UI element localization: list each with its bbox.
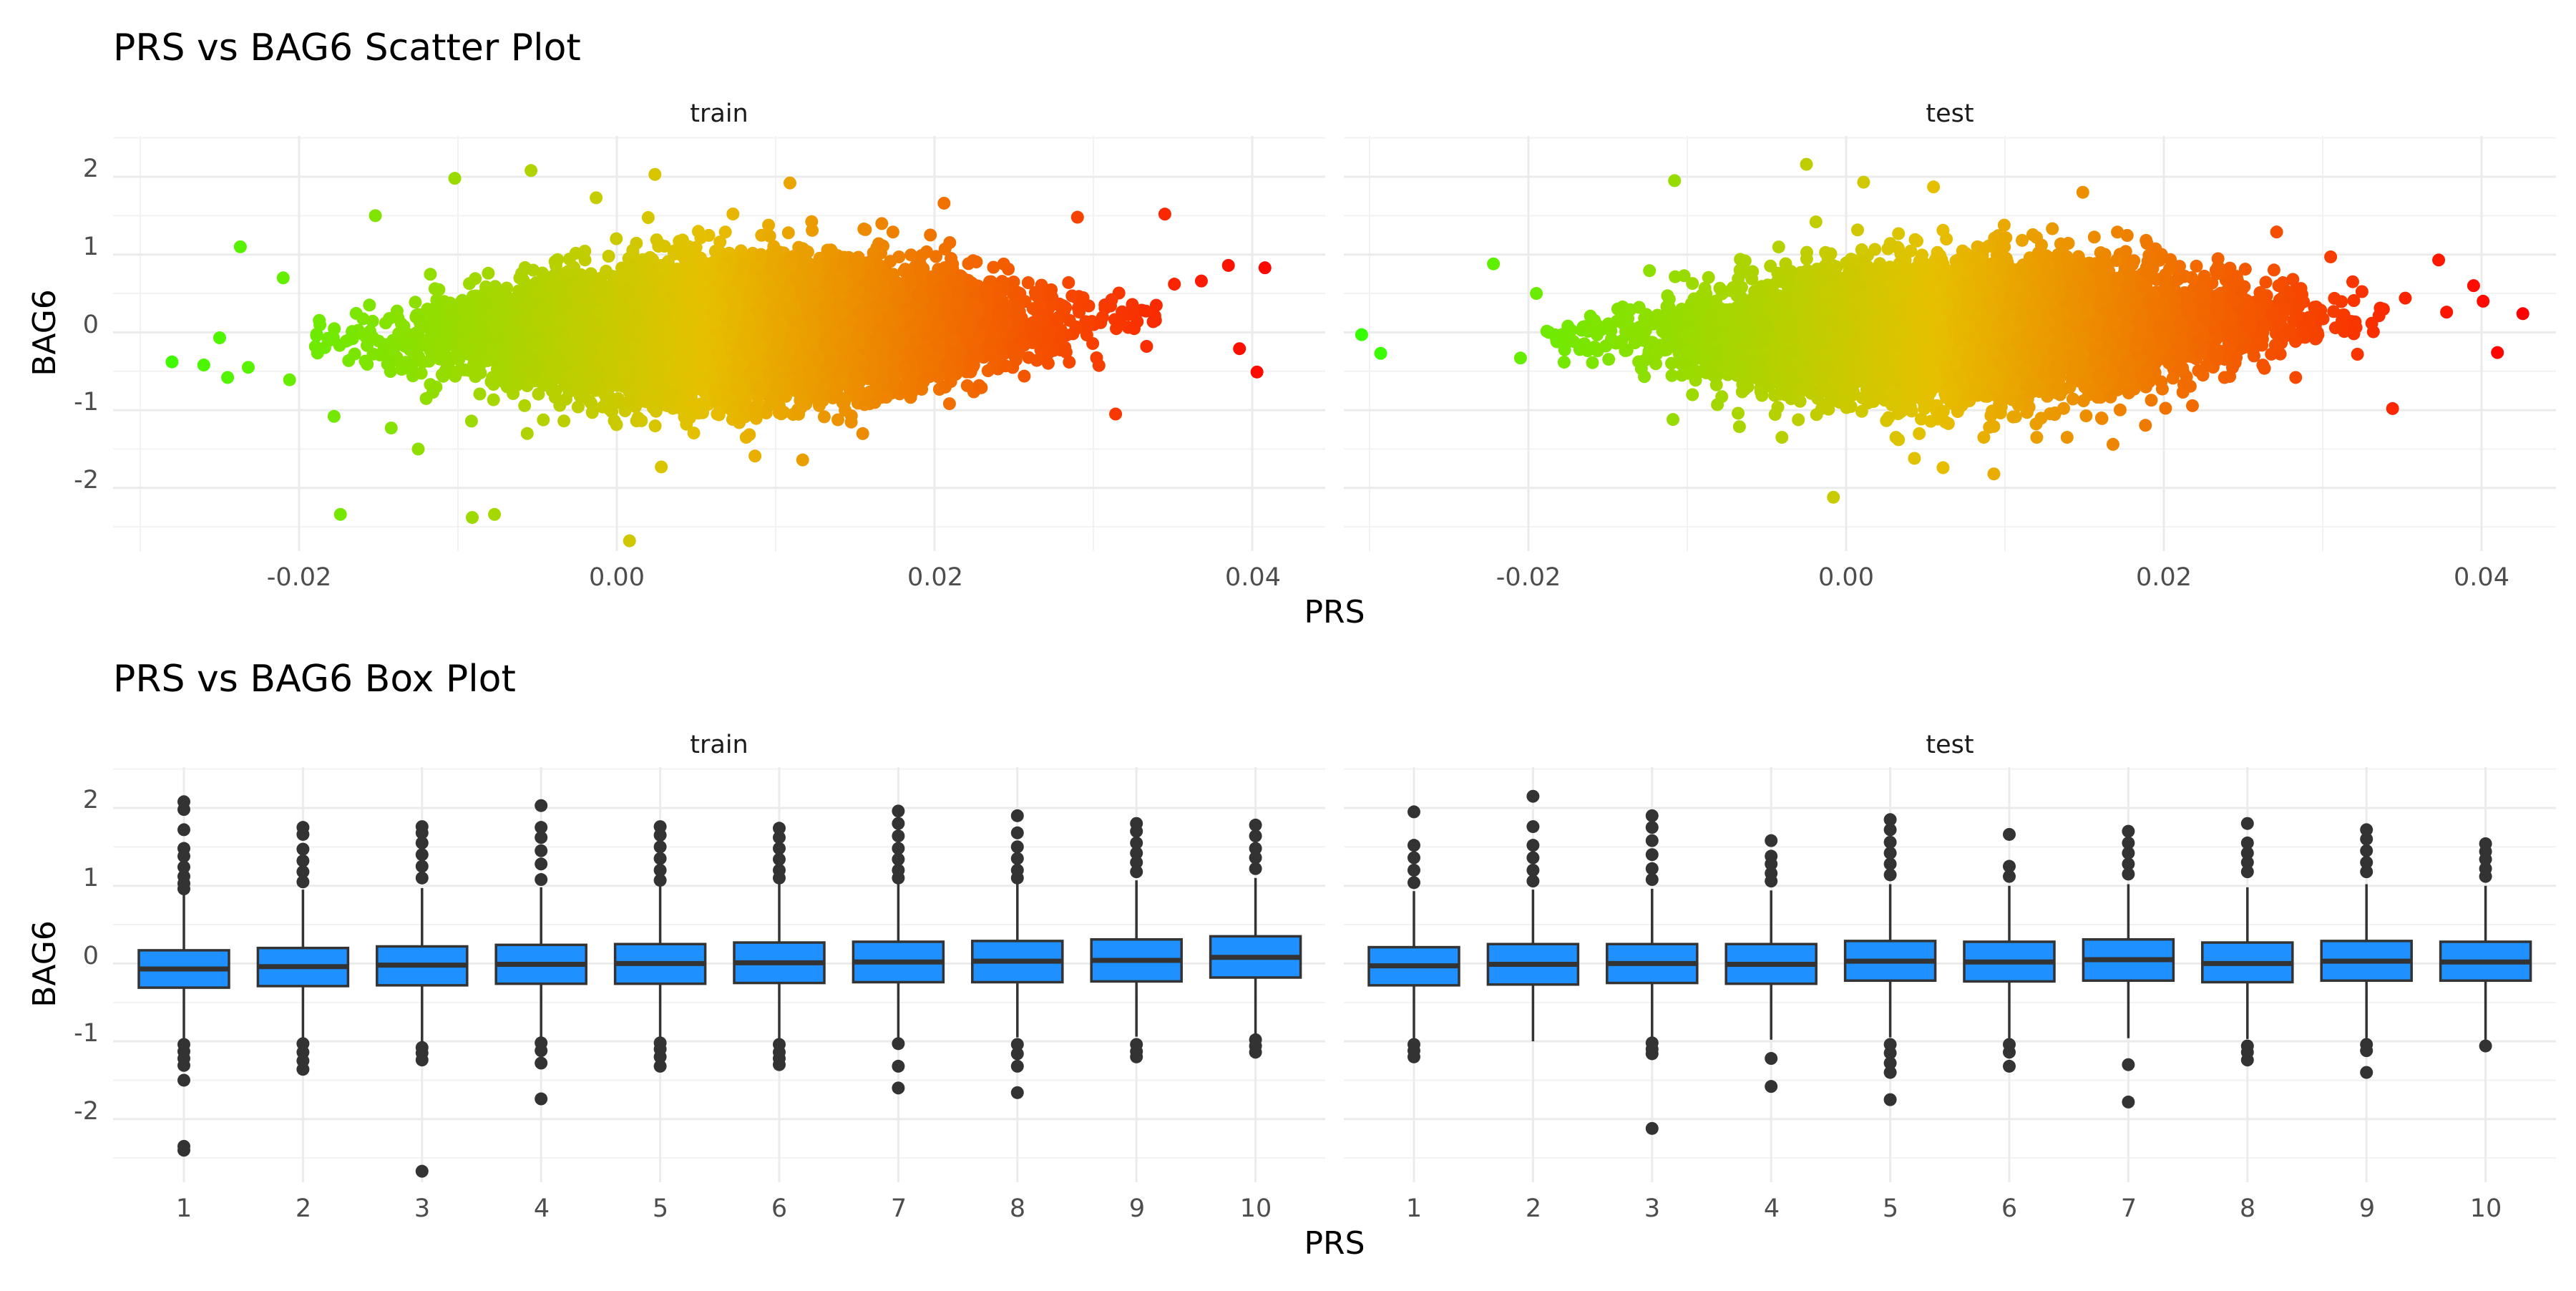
scatter-panel-train bbox=[113, 136, 1325, 551]
scatter-facet-label-train: train bbox=[690, 99, 748, 128]
scatter-point bbox=[1013, 287, 1026, 300]
scatter-point bbox=[709, 245, 722, 258]
scatter-point bbox=[975, 381, 987, 394]
scatter-point bbox=[924, 228, 937, 241]
scatter-point bbox=[642, 211, 655, 224]
scatter-point bbox=[363, 298, 376, 311]
scatter-point bbox=[586, 406, 599, 419]
scatter-point bbox=[1008, 276, 1020, 288]
scatter-point bbox=[943, 397, 956, 410]
scatter-plot-title: PRS vs BAG6 Scatter Plot bbox=[113, 26, 581, 69]
scatter-point bbox=[1150, 299, 1163, 312]
scatter-point bbox=[649, 419, 662, 432]
scatter-point bbox=[1094, 316, 1107, 329]
scatter-point bbox=[1030, 354, 1043, 367]
scatter-point bbox=[424, 268, 436, 281]
scatter-point bbox=[726, 208, 739, 220]
scatter-facet-label-test: test bbox=[1926, 99, 1974, 128]
scatter-point bbox=[884, 255, 897, 268]
scatter-point bbox=[1140, 340, 1153, 353]
scatter-point bbox=[474, 388, 487, 401]
scatter-point bbox=[877, 240, 889, 253]
